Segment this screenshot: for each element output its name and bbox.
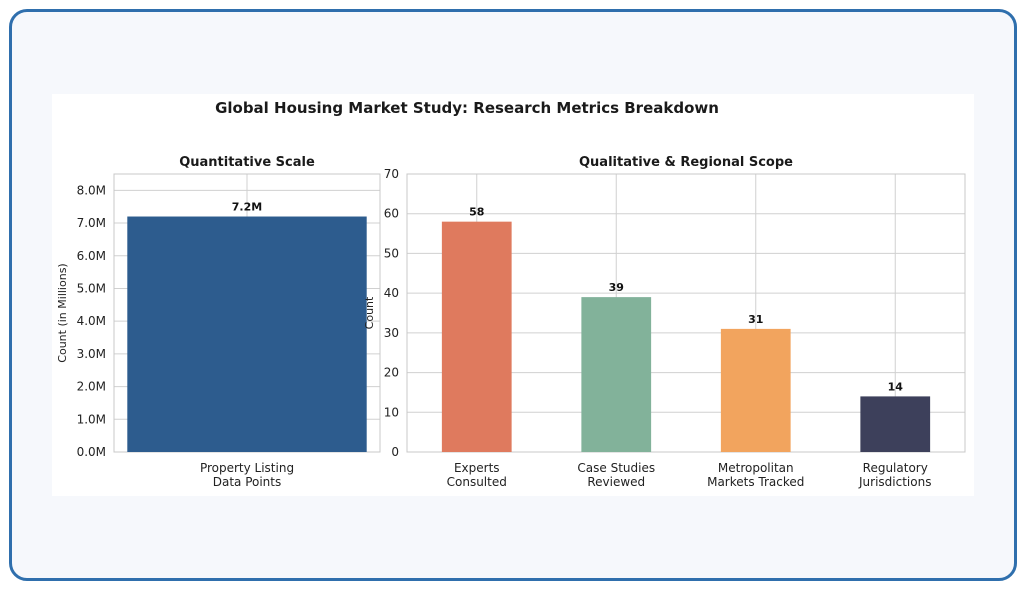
y-tick-label: 3.0M [77,347,106,361]
chart-1: Quantitative Scale 0.0M 1.0M 2.0M 3.0M 4.0M 5.… [56,155,381,489]
data-label: 7.2M [232,201,262,214]
data-label: 39 [609,281,624,294]
data-label: 14 [888,380,904,393]
data-label: 31 [748,313,763,326]
y-tick-label: 10 [384,405,399,419]
y-tick-label: 4.0M [77,314,106,328]
bar [860,396,931,452]
charts-svg: Global Housing Market Study: Research Me… [56,99,966,489]
y-tick-label: 0.0M [77,445,106,459]
plot-frame [406,173,966,453]
y-tick-label: 50 [384,246,399,260]
category-label: Regulatory Jurisdictions [858,461,931,489]
figure-title: Global Housing Market Study: Research Me… [215,99,719,117]
y-tick-label: 7.0M [77,216,106,230]
bar [720,328,791,452]
y-tick-label: 20 [384,366,399,380]
bar [581,297,652,452]
data-label: 58 [469,206,484,219]
y-tick-label: 60 [384,207,399,221]
chart-2: Qualitative & Regional Scope 0 10 20 30 40 50 6… [363,155,966,489]
chart-title: Qualitative & Regional Scope [579,155,793,170]
y-tick-label: 0 [391,445,399,459]
y-tick-label: 70 [384,167,399,181]
category-label: Case Studies Reviewed [577,461,655,489]
bar [441,221,512,452]
y-tick-label: 40 [384,286,399,300]
bar [127,216,367,452]
category-label: Metropolitan Markets Tracked [707,461,804,489]
y-axis-label: Count (in Millions) [56,263,69,362]
chart-title: Quantitative Scale [179,155,315,170]
category-label: Property Listing Data Points [200,461,294,489]
y-tick-label: 6.0M [77,249,106,263]
y-axis-label: Count [363,296,376,329]
y-tick-label: 8.0M [77,183,106,197]
y-tick-label: 30 [384,326,399,340]
figure: Global Housing Market Study: Research Me… [52,94,974,496]
y-tick-label: 2.0M [77,380,106,394]
category-label: Experts Consulted [447,461,507,489]
y-tick-label: 5.0M [77,281,106,295]
y-tick-label: 1.0M [77,412,106,426]
